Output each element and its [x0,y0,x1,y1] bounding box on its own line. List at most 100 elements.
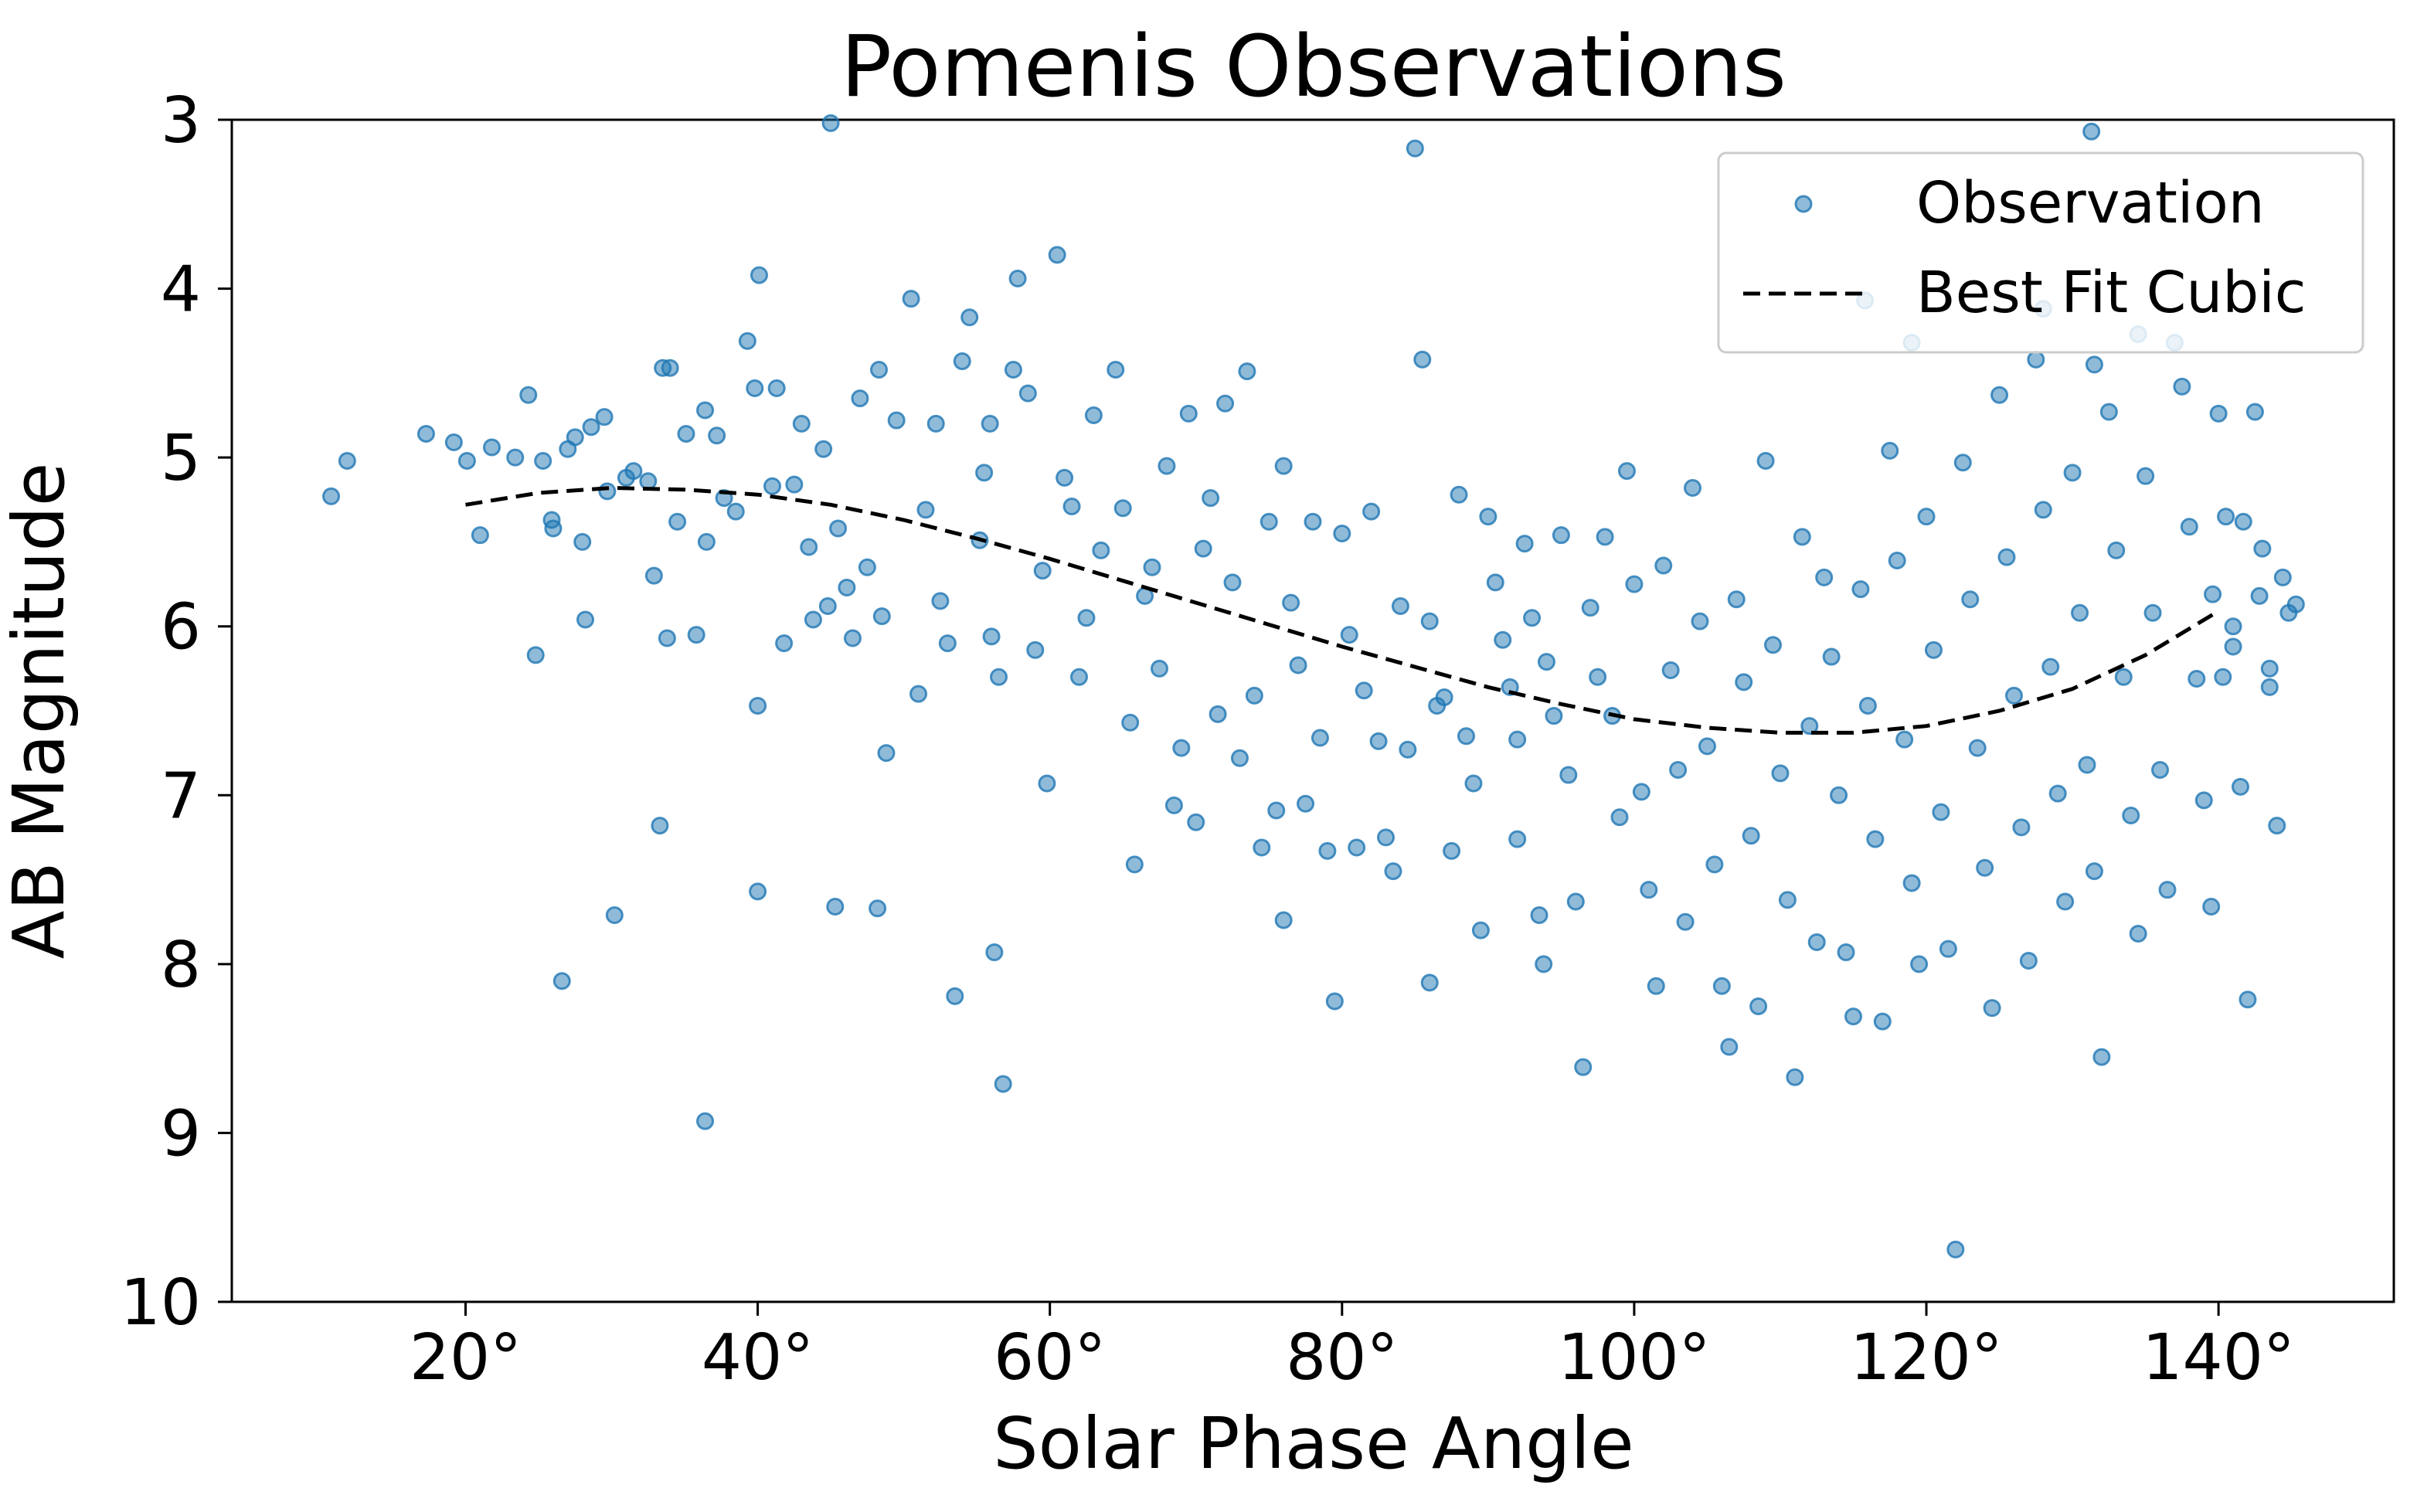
observation-point [838,578,856,596]
observation-point [1888,551,1906,569]
observation-point [1720,1038,1739,1056]
observation-point [1208,705,1227,723]
observation-point [2202,898,2221,916]
observation-point [975,464,994,482]
observation-point [1676,912,1695,931]
observation-point [2224,617,2242,636]
observation-point [1917,508,1936,526]
observation-point [1026,640,1045,659]
observation-point [738,331,756,350]
observation-point [1008,269,1027,287]
observation-point [2099,403,2118,421]
observation-point [916,501,935,519]
observation-point [1384,862,1402,881]
observation-point [2004,686,2023,705]
observation-point [1274,457,1293,475]
observation-point [749,882,767,901]
observation-point [994,1075,1012,1093]
observation-point [2122,807,2140,825]
observation-point [1399,740,1417,759]
observation-point [696,1112,715,1130]
observation-point [1348,838,1366,857]
observation-point [1018,384,1037,403]
observation-point [2260,678,2279,696]
observation-point [322,487,341,505]
observation-point [1749,997,1768,1015]
observation-point [605,906,624,924]
observation-point [1778,891,1797,909]
observation-point [826,898,845,916]
y-axis: 3 4 5 6 7 8 9 10 [121,84,232,1340]
observation-point [2188,669,2206,688]
observation-point [595,408,614,426]
observation-point [1238,362,1256,381]
x-axis: 20° 40° 60° 80° 100° 120° 140° [410,1302,2295,1395]
observation-point [1793,528,1811,546]
observation-point [2129,925,2147,943]
observation-point [2085,355,2103,374]
observation-point [2056,892,2075,911]
observation-point [985,943,1004,962]
observation-point [1589,668,1607,686]
observation-point [1297,794,1315,813]
observation-point [534,452,552,471]
observation-point [506,448,525,467]
x-tick-label: 40° [702,1321,814,1395]
x-tick-label: 140° [2142,1321,2295,1395]
observation-point [1038,774,1056,793]
observation-point [1084,406,1103,424]
observation-point [1420,612,1439,630]
observation-point [1158,457,1176,475]
observation-point [566,428,584,447]
y-tick-label: 4 [161,253,201,327]
observation-point [1924,640,1943,659]
observation-point [2019,951,2038,970]
observation-point [658,629,676,647]
observation-point [1596,528,1614,546]
observation-point [1632,783,1650,801]
observation-point [1727,590,1746,609]
observation-point [1771,764,1790,783]
observation-point [1125,855,1144,874]
observation-point [2151,761,2170,779]
x-tick-label: 100° [1558,1321,1711,1395]
observation-point [1413,350,1432,369]
observation-point [338,452,356,471]
observation-point [851,389,869,408]
observation-point [1815,568,1834,586]
observation-point [1530,906,1548,924]
observation-point [457,452,476,471]
observation-point [763,477,781,495]
observation-point [1369,732,1388,750]
observation-point [1004,360,1022,379]
observation-point [726,502,745,521]
legend-observation-marker [1794,195,1813,213]
observation-point [1881,441,1899,460]
observation-point [598,482,617,501]
x-tick-label: 120° [1850,1321,2003,1395]
observation-point [1712,977,1731,995]
observation-point [708,426,726,445]
observation-point [902,290,920,308]
observation-point [1121,713,1140,732]
observation-point [668,512,687,531]
observation-point [946,987,964,1005]
observation-point [1216,394,1235,413]
observation-point [2234,512,2252,531]
observation-point [526,646,545,664]
y-tick-label: 5 [161,422,201,495]
observation-point [1976,858,1994,877]
observation-point [1406,139,1424,158]
observation-point [1274,911,1293,929]
observation-point [953,352,971,371]
observation-point [639,472,658,491]
observation-point [1537,653,1555,671]
observation-point [1187,813,1205,831]
observation-point [1617,462,1636,481]
observation-point [1946,1240,1965,1259]
observation-point [1457,727,1476,746]
observation-point [2048,784,2067,803]
observation-point [843,629,862,647]
observation-point [1559,766,1578,784]
observation-point [1983,999,2001,1018]
